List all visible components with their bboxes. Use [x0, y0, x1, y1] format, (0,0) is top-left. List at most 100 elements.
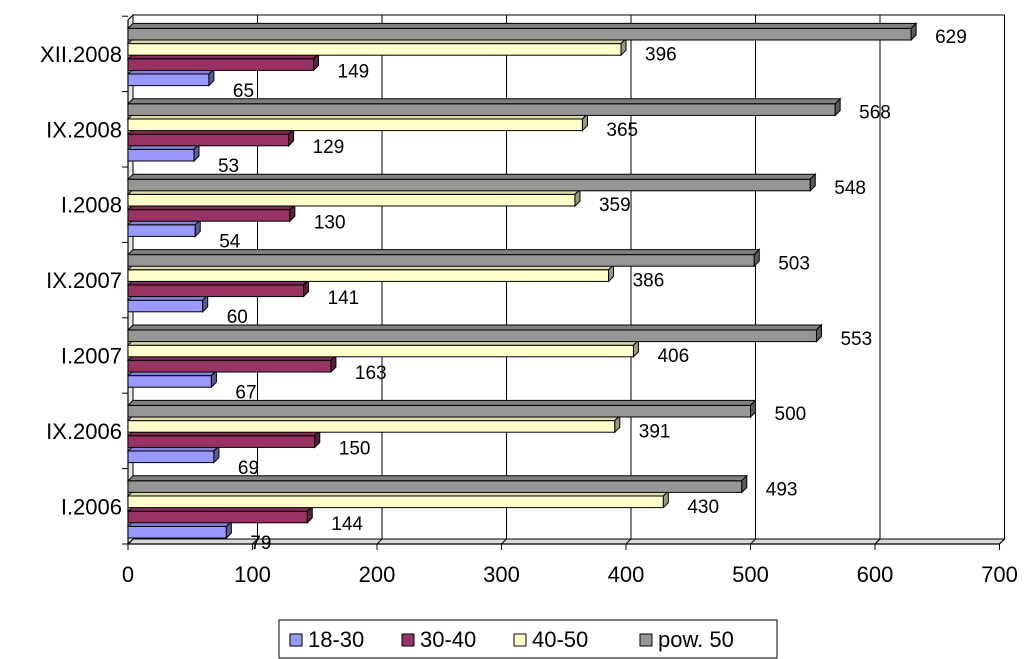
- data-label: 129: [313, 137, 345, 158]
- legend-swatch: [513, 633, 527, 647]
- data-label: 553: [840, 329, 872, 350]
- bar: [127, 254, 755, 267]
- legend-swatch: [401, 633, 415, 647]
- bar: [127, 450, 215, 464]
- bar: [127, 284, 305, 298]
- bar: [127, 58, 315, 71]
- data-label: 67: [235, 382, 256, 403]
- bar: [127, 510, 308, 524]
- bar: [127, 133, 290, 147]
- bar-side: [809, 172, 816, 193]
- x-tick-label: 400: [608, 562, 645, 587]
- floor-gridline: [252, 538, 258, 545]
- data-label: 430: [687, 497, 719, 518]
- bar: [127, 269, 610, 282]
- bar: [127, 224, 196, 237]
- floor-gridline: [127, 538, 134, 545]
- bar: [127, 495, 664, 509]
- y-tick-label: IX.2008: [46, 117, 122, 142]
- bar: [127, 329, 817, 343]
- legend-label: pow. 50: [658, 627, 734, 652]
- bar-side: [750, 399, 756, 419]
- data-label: 629: [935, 27, 967, 48]
- bars: [126, 22, 918, 540]
- y-tick-label: I.2008: [61, 193, 122, 218]
- bar: [127, 27, 912, 41]
- bar: [127, 148, 195, 162]
- bar: [127, 344, 634, 358]
- data-label: 54: [219, 232, 241, 253]
- data-label: 53: [218, 156, 239, 177]
- bar: [127, 375, 212, 388]
- data-label: 359: [599, 195, 631, 216]
- data-label: 396: [645, 44, 677, 65]
- data-label: 568: [859, 103, 891, 124]
- x-tick-label: 700: [981, 562, 1018, 587]
- bar: [127, 118, 583, 132]
- data-label: 149: [338, 62, 370, 83]
- y-tick-label: IX.2006: [46, 419, 122, 444]
- x-tick-label: 300: [483, 562, 520, 587]
- bar: [127, 43, 622, 56]
- y-tick-label: IX.2007: [46, 268, 122, 293]
- bar: [127, 209, 291, 222]
- bar-top: [126, 399, 757, 406]
- x-tick-label: 200: [359, 562, 396, 587]
- floor-gridline: [750, 538, 756, 545]
- x-tick-label: 600: [857, 562, 894, 587]
- data-label: 503: [778, 253, 810, 274]
- bar: [127, 480, 743, 493]
- data-label: 65: [233, 81, 254, 102]
- bar: [127, 435, 316, 448]
- legend-label: 30-40: [420, 627, 476, 652]
- legend: 18-30 30-40 40-50 pow. 50: [278, 619, 778, 659]
- data-label: 163: [355, 363, 387, 384]
- bar: [127, 420, 616, 433]
- tick-labels: 0 100 200 300 400 500 600 700 I.2006 IX.2006 I.200…: [40, 42, 1018, 587]
- legend-label: 40-50: [532, 627, 588, 652]
- data-label: 365: [606, 120, 638, 141]
- bar-top: [126, 475, 748, 482]
- data-label: 391: [639, 421, 671, 442]
- floor-gridline: [625, 538, 632, 545]
- data-label: 500: [775, 404, 807, 425]
- floor-gridline: [376, 538, 383, 545]
- bar: [127, 404, 751, 418]
- x-tick-label: 0: [122, 562, 134, 587]
- legend-swatch: [639, 633, 653, 647]
- bar: [127, 193, 576, 207]
- bar-side: [753, 248, 760, 268]
- y-tick-label: XII.2008: [40, 42, 122, 67]
- bar: [127, 73, 210, 87]
- data-label: 130: [314, 212, 346, 233]
- y-tick-label: I.2006: [61, 494, 122, 519]
- legend-swatch: [289, 633, 303, 647]
- floor-gridline: [874, 538, 881, 545]
- floor-gridline: [999, 538, 1005, 545]
- bar: [127, 525, 227, 539]
- bar: [127, 178, 811, 192]
- data-label: 406: [657, 346, 689, 367]
- bar-top: [126, 22, 918, 29]
- bar-side: [910, 22, 917, 42]
- data-label: 493: [766, 480, 798, 501]
- data-label: 141: [328, 288, 360, 309]
- bar-side: [834, 97, 841, 117]
- data-label: 69: [238, 458, 259, 479]
- data-label: 548: [834, 178, 866, 199]
- floor-gridline: [501, 538, 507, 545]
- bar: [127, 359, 332, 373]
- data-labels: 79 144 430 493 69 150 391 500 67 163 406 553 60 141 38…: [218, 27, 967, 554]
- data-label: 150: [339, 439, 371, 460]
- x-tick-label: 500: [732, 562, 769, 587]
- data-label: 144: [331, 514, 363, 535]
- bar-side: [741, 474, 748, 494]
- legend-label: 18-30: [308, 627, 364, 652]
- bar: [127, 299, 204, 313]
- data-label: 79: [250, 533, 271, 554]
- data-label: 60: [227, 307, 248, 328]
- x-tick-label: 100: [234, 562, 271, 587]
- bar-side: [815, 323, 822, 343]
- legend-box: [278, 619, 778, 659]
